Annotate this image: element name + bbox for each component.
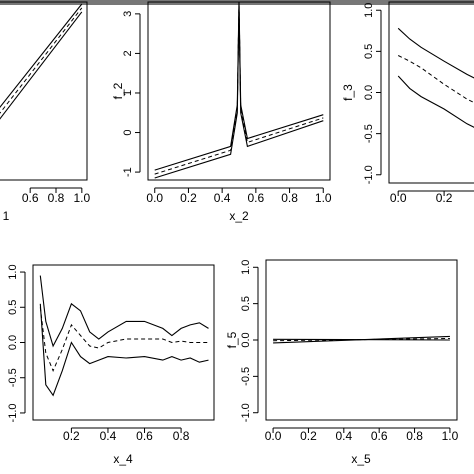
- panel-2: 0.0 0.2 0.4 0.6 0.8 1.0 -1 0 1 2 3 x_2 f_2: [111, 1, 332, 223]
- y-tick-label: 0.5: [7, 300, 19, 315]
- lower-band-line: [0, 11, 83, 120]
- lower-band-line: [39, 275, 209, 348]
- series-group: [154, 2, 324, 179]
- y-tick-label: 0: [122, 129, 134, 135]
- x-axis-title: x_2: [229, 209, 249, 223]
- x-tick-label: 0.6: [22, 191, 39, 205]
- series-group: [397, 27, 474, 128]
- x-tick-label: 0.8: [281, 191, 298, 205]
- y-tick-label: 0.0: [240, 332, 252, 347]
- x-tick-label: 0.8: [406, 429, 423, 443]
- y-axis-title: f_2: [111, 82, 125, 99]
- y-tick-label: -1.0: [363, 165, 375, 184]
- y-tick-label: -0.5: [363, 124, 375, 143]
- estimate-line: [0, 7, 83, 114]
- y-tick-label: 1.0: [363, 3, 375, 18]
- y-tick-label: 2: [122, 50, 134, 56]
- y-tick-label: 1: [122, 90, 134, 96]
- x-tick-label: 0.0: [265, 429, 282, 443]
- x-tick-label: 0.2: [180, 191, 197, 205]
- x-tick-label: 0.6: [136, 429, 153, 443]
- y-tick-label: 3: [122, 11, 134, 17]
- y-tick-label: -0.5: [240, 367, 252, 386]
- x-axis-title: x_4: [113, 452, 133, 466]
- estimate-line: [273, 338, 450, 342]
- upper-band-line: [397, 75, 474, 128]
- x-tick-label: 0.2: [300, 429, 317, 443]
- y-axis-title: f_3: [341, 84, 355, 101]
- x-tick-label: 0.8: [48, 191, 65, 205]
- x-axis-title-fragment: 1: [3, 209, 10, 223]
- y-tick-label: 0.5: [240, 296, 252, 311]
- x-tick-label: 0.2: [436, 191, 453, 205]
- x-tick-label: 0.6: [248, 191, 265, 205]
- plot-frame: [32, 264, 215, 421]
- y-tick-label: 1.0: [7, 264, 19, 279]
- upper-band-line: [154, 2, 324, 171]
- series-group: [0, 3, 83, 120]
- x-tick-label: 0.0: [390, 191, 407, 205]
- estimate-line: [39, 307, 209, 372]
- y-tick-label: 0.0: [7, 335, 19, 350]
- x-tick-label: 0.0: [146, 191, 163, 205]
- y-tick-label: 0.0: [363, 85, 375, 100]
- x-axis-title: x_5: [351, 452, 371, 466]
- y-tick-label: -0.5: [7, 368, 19, 387]
- series-group: [273, 335, 450, 344]
- x-tick-label: 0.2: [63, 429, 80, 443]
- x-tick-label: 1.0: [73, 191, 90, 205]
- plot-frame: [0, 1, 88, 181]
- series-group: [39, 275, 209, 397]
- panel-5: 0.0 0.2 0.4 0.6 0.8 1.0 -1.0 -0.5 0.0 0.5 1.0 x_5 f_…: [225, 259, 459, 466]
- lower-band-line: [397, 27, 474, 79]
- y-tick-label: -1.0: [7, 403, 19, 422]
- plot-frame: [388, 1, 474, 184]
- x-tick-label: 0.8: [173, 429, 190, 443]
- y-tick-label: 1.0: [240, 260, 252, 275]
- upper-band-line: [0, 3, 83, 109]
- upper-band-line: [273, 338, 450, 341]
- y-tick-label: -1: [122, 167, 134, 177]
- x-tick-label: 0.4: [214, 191, 231, 205]
- x-tick-label: 1.0: [442, 429, 459, 443]
- panel-1: 0.6 0.8 1.0 1: [0, 1, 90, 223]
- y-tick-label: -1.0: [240, 403, 252, 422]
- plot-frame: [265, 259, 458, 421]
- estimate-line: [154, 2, 324, 175]
- x-tick-label: 0.4: [335, 429, 352, 443]
- x-tick-label: 0.4: [100, 429, 117, 443]
- y-axis-title: f_5: [225, 331, 239, 348]
- x-tick-label: 0.6: [371, 429, 388, 443]
- y-tick-label: 0.5: [363, 44, 375, 59]
- x-tick-label: 1.0: [315, 191, 332, 205]
- panel-4: 0.2 0.4 0.6 0.8 -1.0 -0.5 0.0 0.5 1.0 x_4: [7, 264, 215, 466]
- upper-band-line: [39, 303, 209, 397]
- estimate-line: [397, 55, 474, 104]
- panel-3: 0.00.20.4-1.0-0.50.00.51.0f_3: [341, 1, 474, 205]
